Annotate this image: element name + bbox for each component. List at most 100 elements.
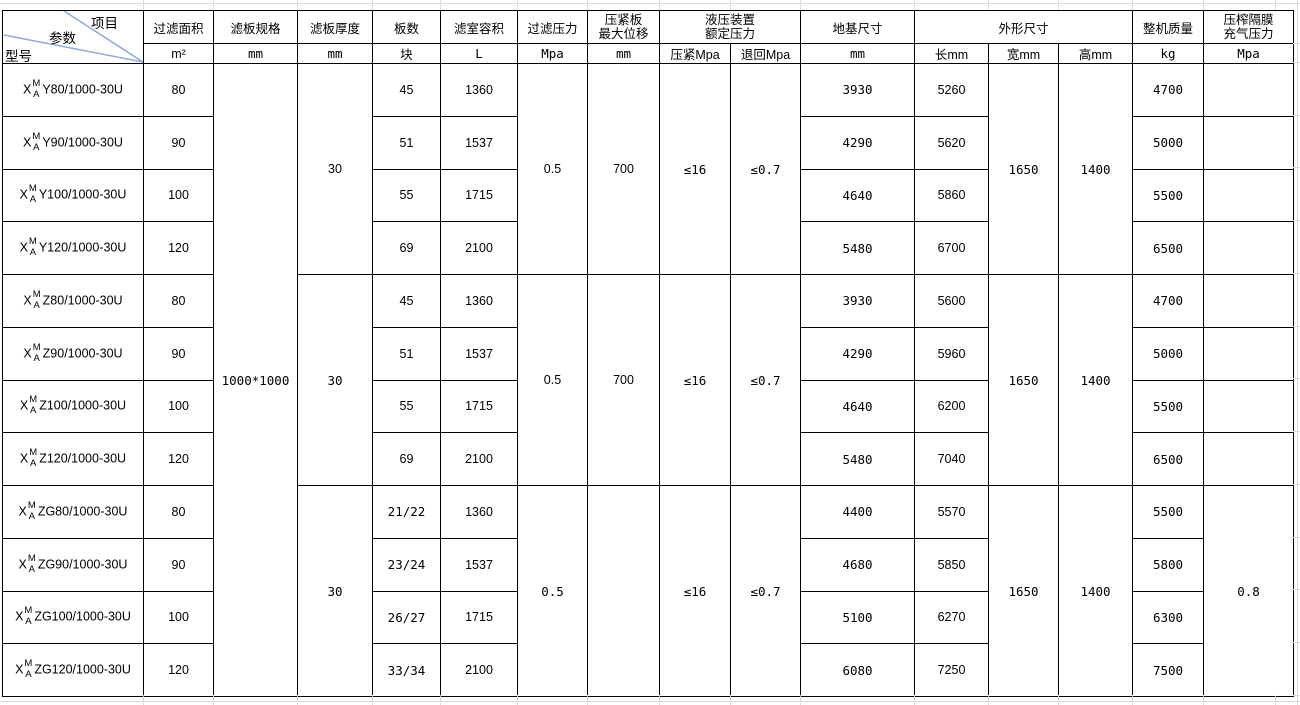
cell-weight[interactable]: 6300	[1132, 590, 1205, 645]
cell-area[interactable]: 90	[143, 115, 214, 170]
cell-foundation[interactable]: 3930	[800, 63, 916, 117]
cell-volume[interactable]: 1715	[440, 590, 518, 645]
cell-weight[interactable]: 5500	[1132, 379, 1205, 434]
cell-volume[interactable]: 1360	[440, 274, 518, 328]
cell-thickness[interactable]: 30	[297, 274, 373, 486]
cell-area[interactable]: 90	[143, 326, 214, 381]
cell-area[interactable]: 90	[143, 537, 214, 592]
cell-weight[interactable]: 4700	[1132, 274, 1205, 328]
cell-clamp[interactable]: ≤16	[659, 485, 731, 697]
cell-plates[interactable]: 51	[372, 115, 441, 170]
header-foundation[interactable]: 地基尺寸	[800, 10, 916, 44]
cell-area[interactable]: 80	[143, 274, 214, 328]
cell-membrane[interactable]	[1203, 432, 1295, 486]
cell-plates[interactable]: 21/22	[372, 485, 441, 539]
cell-foundation[interactable]: 4290	[800, 326, 916, 381]
corner-cell[interactable]: 项目 参数 型号	[2, 10, 144, 64]
cell-volume[interactable]: 2100	[440, 432, 518, 486]
cell-model[interactable]: X M A Y80/1000-30U	[2, 63, 144, 117]
cell-area[interactable]: 100	[143, 379, 214, 434]
cell-volume[interactable]: 1360	[440, 63, 518, 117]
cell-length[interactable]: 5570	[914, 485, 990, 539]
cell-model[interactable]: X M A Y100/1000-30U	[2, 168, 144, 223]
unit-weight[interactable]: kg	[1132, 43, 1205, 64]
cell-membrane[interactable]	[1203, 326, 1295, 381]
cell-plates[interactable]: 26/27	[372, 590, 441, 645]
header-pressure[interactable]: 过滤压力	[517, 10, 588, 44]
cell-model[interactable]: X M A ZG100/1000-30U	[2, 590, 144, 645]
cell-length[interactable]: 5620	[914, 115, 990, 170]
cell-displacement[interactable]	[587, 485, 660, 697]
cell-weight[interactable]: 6500	[1132, 432, 1205, 486]
cell-model[interactable]: X M A Z120/1000-30U	[2, 432, 144, 486]
cell-length[interactable]: 5850	[914, 537, 990, 592]
cell-volume[interactable]: 1537	[440, 115, 518, 170]
cell-area[interactable]: 120	[143, 432, 214, 486]
cell-pressure[interactable]: 0.5	[517, 485, 588, 697]
header-membrane[interactable]: 压榨隔膜 充气压力	[1203, 10, 1295, 44]
cell-model[interactable]: X M A Y90/1000-30U	[2, 115, 144, 170]
cell-length[interactable]: 5960	[914, 326, 990, 381]
cell-length[interactable]: 6200	[914, 379, 990, 434]
cell-length[interactable]: 5860	[914, 168, 990, 223]
cell-plates[interactable]: 45	[372, 274, 441, 328]
cell-plates[interactable]: 51	[372, 326, 441, 381]
header-dims[interactable]: 外形尺寸	[914, 10, 1134, 44]
cell-volume[interactable]: 1537	[440, 537, 518, 592]
cell-clamp[interactable]: ≤16	[659, 274, 731, 486]
cell-volume[interactable]: 1537	[440, 326, 518, 381]
unit-displacement[interactable]: mm	[587, 43, 660, 64]
cell-weight[interactable]: 5800	[1132, 537, 1205, 592]
cell-weight[interactable]: 5500	[1132, 485, 1205, 539]
unit-clamp[interactable]: 压紧Mpa	[659, 43, 731, 64]
cell-height[interactable]: 1400	[1058, 63, 1134, 275]
header-spec[interactable]: 滤板规格	[213, 10, 298, 44]
cell-area[interactable]: 120	[143, 221, 214, 275]
cell-foundation[interactable]: 5480	[800, 432, 916, 486]
cell-membrane[interactable]	[1203, 168, 1295, 223]
cell-thickness[interactable]: 30	[297, 485, 373, 697]
cell-weight[interactable]: 5500	[1132, 168, 1205, 223]
cell-foundation[interactable]: 4640	[800, 168, 916, 223]
cell-length[interactable]: 6700	[914, 221, 990, 275]
cell-area[interactable]: 120	[143, 643, 214, 697]
unit-foundation[interactable]: mm	[800, 43, 916, 64]
cell-volume[interactable]: 1360	[440, 485, 518, 539]
cell-length[interactable]: 7040	[914, 432, 990, 486]
header-weight[interactable]: 整机质量	[1132, 10, 1205, 44]
cell-membrane[interactable]	[1203, 221, 1295, 275]
cell-foundation[interactable]: 4290	[800, 115, 916, 170]
header-area[interactable]: 过滤面积	[143, 10, 214, 44]
cell-model[interactable]: X M A Z90/1000-30U	[2, 326, 144, 381]
cell-height[interactable]: 1400	[1058, 274, 1134, 486]
cell-model[interactable]: X M A ZG80/1000-30U	[2, 485, 144, 539]
cell-return[interactable]: ≤0.7	[729, 274, 802, 486]
cell-area[interactable]: 80	[143, 63, 214, 117]
unit-length[interactable]: 长mm	[914, 43, 990, 64]
cell-weight[interactable]: 4700	[1132, 63, 1205, 117]
header-volume[interactable]: 滤室容积	[440, 10, 518, 44]
cell-model[interactable]: X M A ZG90/1000-30U	[2, 537, 144, 592]
cell-model[interactable]: X M A Z100/1000-30U	[2, 379, 144, 434]
cell-model[interactable]: X M A ZG120/1000-30U	[2, 643, 144, 697]
cell-area[interactable]: 80	[143, 485, 214, 539]
cell-membrane[interactable]	[1203, 63, 1295, 117]
cell-plates[interactable]: 69	[372, 432, 441, 486]
unit-height[interactable]: 高mm	[1058, 43, 1134, 64]
cell-membrane[interactable]: 0.8	[1203, 485, 1295, 697]
cell-weight[interactable]: 6500	[1132, 221, 1205, 275]
cell-pressure[interactable]: 0.5	[517, 274, 588, 486]
cell-displacement[interactable]: 700	[587, 274, 660, 486]
cell-weight[interactable]: 7500	[1132, 643, 1205, 697]
unit-thickness[interactable]: mm	[297, 43, 373, 64]
cell-foundation[interactable]: 6080	[800, 643, 916, 697]
cell-plates[interactable]: 33/34	[372, 643, 441, 697]
header-displacement[interactable]: 压紧板 最大位移	[587, 10, 660, 44]
header-hydraulic[interactable]: 液压装置 额定压力	[658, 10, 802, 44]
cell-area[interactable]: 100	[143, 168, 214, 223]
cell-plates[interactable]: 55	[372, 168, 441, 223]
cell-membrane[interactable]	[1203, 274, 1295, 328]
cell-foundation[interactable]: 5480	[800, 221, 916, 275]
cell-pressure[interactable]: 0.5	[517, 63, 588, 275]
unit-pressure[interactable]: Mpa	[517, 43, 588, 64]
